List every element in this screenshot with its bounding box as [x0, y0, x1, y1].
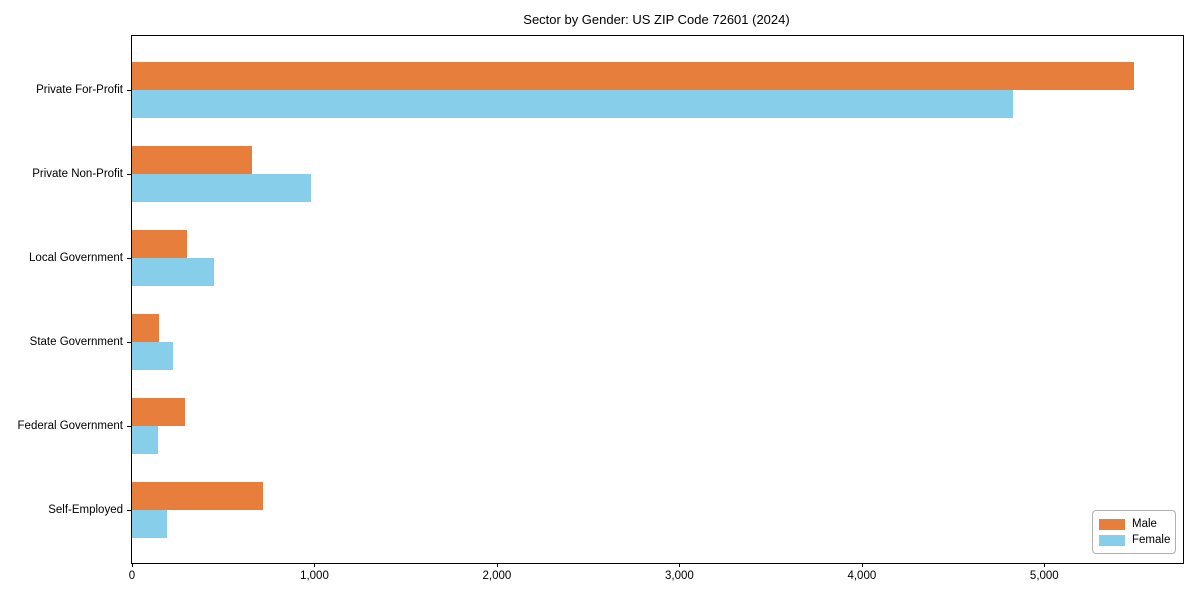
legend-label-female: Female	[1132, 534, 1171, 546]
bar-female	[132, 342, 174, 370]
legend-item-female: Female	[1099, 532, 1171, 548]
x-axis-tick-label: 1,000	[300, 570, 329, 582]
y-axis-category-label: Self-Employed	[48, 504, 123, 516]
y-axis-category-label: Private For-Profit	[36, 84, 123, 96]
y-axis-tick	[127, 510, 131, 511]
x-axis-tick-label: 3,000	[665, 570, 694, 582]
bar-male	[132, 62, 1134, 90]
y-axis-tick	[127, 342, 131, 343]
x-axis-tick-label: 5,000	[1029, 570, 1059, 582]
bar-male	[132, 482, 264, 510]
legend-item-male: Male	[1099, 516, 1168, 532]
x-axis-tick	[861, 563, 863, 567]
plot-area: Male Female Private For-Profit Private No…	[18, 35, 1184, 582]
legend-label-male: Male	[1132, 518, 1157, 530]
bar-female	[132, 426, 158, 454]
y-axis-tick	[127, 426, 131, 427]
x-axis-tick	[496, 563, 498, 567]
legend-swatch-female	[1099, 534, 1125, 546]
bar-female	[132, 90, 1014, 118]
y-axis-category-label: Private Non-Profit	[32, 168, 123, 180]
bar-female	[132, 510, 167, 538]
y-axis-category-label: Local Government	[29, 252, 123, 264]
y-axis-category-label: Federal Government	[17, 420, 123, 432]
legend: Male Female	[1092, 510, 1176, 554]
y-axis-tick	[127, 90, 131, 91]
y-axis-tick	[127, 174, 131, 175]
x-axis-tick-label: 0	[128, 570, 136, 582]
bar-male	[132, 314, 160, 342]
legend-swatch-male	[1099, 518, 1125, 530]
bar-female	[132, 174, 311, 202]
y-axis-tick	[127, 258, 131, 259]
bar-female	[132, 258, 215, 286]
bar-male	[132, 398, 185, 426]
x-axis-tick	[679, 563, 681, 567]
x-axis-tick	[314, 563, 316, 567]
bar-male	[132, 230, 187, 258]
x-axis-tick-label: 2,000	[482, 570, 512, 582]
x-axis-tick-label: 4,000	[847, 570, 877, 582]
y-axis-category-label: State Government	[29, 336, 123, 348]
chart-title: Sector by Gender: US ZIP Code 72601 (202…	[523, 12, 790, 27]
x-axis-tick	[132, 563, 133, 567]
bar-male	[132, 146, 253, 174]
x-axis-tick	[1044, 563, 1046, 567]
